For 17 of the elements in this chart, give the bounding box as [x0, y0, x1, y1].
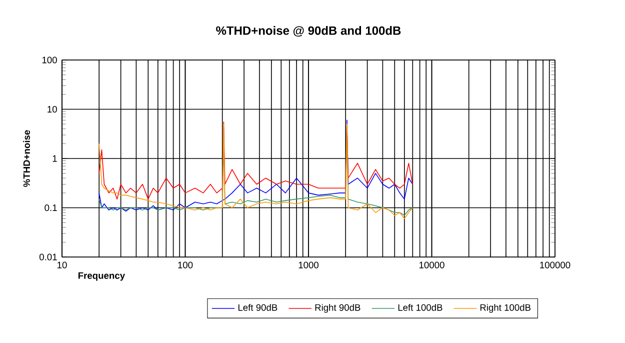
x-axis-title: Frequency	[78, 272, 125, 281]
y-tick-label: 100	[42, 56, 57, 64]
y-tick-label: 0.1	[44, 204, 57, 212]
chart-title: %THD+noise @ 90dB and 100dB	[216, 26, 401, 37]
x-tick-label: 10000	[419, 262, 444, 268]
x-tick-label: 100000	[540, 262, 570, 268]
legend-label: Left 90dB	[238, 304, 278, 311]
legend-label: Right 90dB	[315, 304, 360, 313]
y-tick-label: 0.01	[39, 254, 57, 260]
y-tick-label: 1	[52, 155, 57, 162]
x-tick-label: 100	[178, 262, 193, 268]
x-tick-label: 10	[58, 262, 67, 268]
y-tick-label: 10	[48, 106, 57, 113]
legend-label: Right 100dB	[480, 304, 531, 313]
y-axis-title: %THD+noise	[23, 130, 30, 187]
legend-label: Left 100dB	[398, 304, 442, 311]
x-tick-label: 1000	[298, 262, 319, 268]
